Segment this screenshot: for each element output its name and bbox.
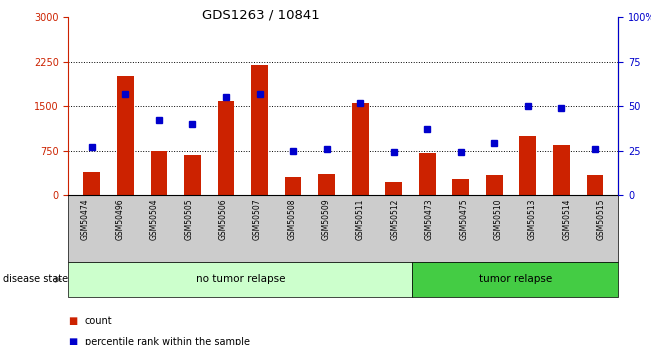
Bar: [553, 145, 570, 195]
Text: GSM50515: GSM50515: [597, 198, 606, 240]
Bar: [385, 183, 402, 195]
Text: ■: ■: [68, 337, 77, 345]
Bar: [587, 175, 603, 195]
Text: GSM50511: GSM50511: [356, 198, 365, 240]
Text: GSM50513: GSM50513: [528, 198, 537, 240]
Text: GSM50514: GSM50514: [562, 198, 572, 240]
Bar: [419, 154, 436, 195]
Bar: [251, 65, 268, 195]
Text: ■: ■: [68, 316, 77, 326]
Text: GSM50509: GSM50509: [322, 198, 331, 240]
Text: percentile rank within the sample: percentile rank within the sample: [85, 337, 249, 345]
Text: GSM50504: GSM50504: [150, 198, 159, 240]
Text: GSM50507: GSM50507: [253, 198, 262, 240]
Bar: [217, 101, 234, 195]
Bar: [452, 179, 469, 195]
Text: tumor relapse: tumor relapse: [478, 275, 552, 284]
Text: GSM50505: GSM50505: [184, 198, 193, 240]
Bar: [352, 102, 368, 195]
Text: no tumor relapse: no tumor relapse: [195, 275, 285, 284]
Bar: [83, 172, 100, 195]
Bar: [318, 174, 335, 195]
Bar: [150, 150, 167, 195]
Text: GSM50510: GSM50510: [493, 198, 503, 240]
Text: GSM50473: GSM50473: [425, 198, 434, 240]
Text: GSM50474: GSM50474: [81, 198, 90, 240]
Text: GSM50496: GSM50496: [115, 198, 124, 240]
Text: GSM50508: GSM50508: [287, 198, 296, 240]
Text: disease state: disease state: [3, 275, 68, 284]
Bar: [184, 155, 201, 195]
Text: count: count: [85, 316, 112, 326]
Text: GSM50475: GSM50475: [459, 198, 468, 240]
Text: GSM50512: GSM50512: [391, 198, 400, 240]
Bar: [284, 177, 301, 195]
Bar: [486, 175, 503, 195]
Text: GDS1263 / 10841: GDS1263 / 10841: [202, 9, 320, 22]
Bar: [519, 136, 536, 195]
Text: GSM50506: GSM50506: [219, 198, 228, 240]
Bar: [117, 77, 133, 195]
